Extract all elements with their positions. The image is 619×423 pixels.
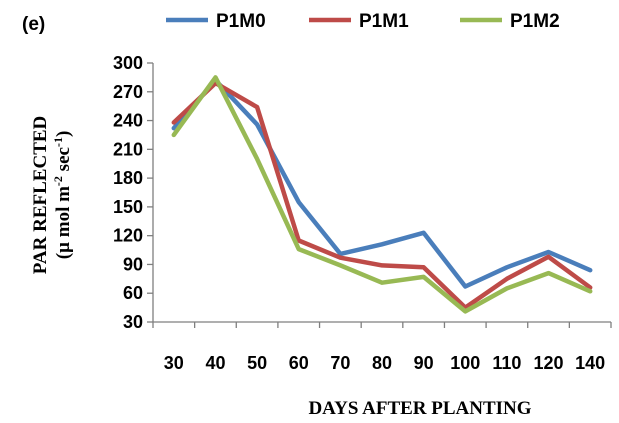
y-tick-label: 90 bbox=[123, 254, 143, 274]
series-line-p1m1 bbox=[171, 80, 593, 310]
panel-label: (e) bbox=[22, 14, 45, 35]
y-tick-label: 240 bbox=[113, 111, 143, 131]
x-axis-title: DAYS AFTER PLANTING bbox=[308, 398, 531, 419]
x-axis-ticks: 30 40 50 60 70 80 90 100 110 120 140 bbox=[152, 322, 612, 373]
x-tick-label: 70 bbox=[330, 353, 350, 373]
y-tick-label: 60 bbox=[123, 283, 143, 303]
x-tick-label: 40 bbox=[205, 353, 225, 373]
y-axis-title-part: (µ mol m bbox=[53, 186, 74, 259]
legend-label: P1M0 bbox=[216, 11, 266, 32]
y-axis-title-part: ) bbox=[53, 131, 74, 137]
x-tick-label: 120 bbox=[534, 353, 564, 373]
x-tick-label: 80 bbox=[372, 353, 392, 373]
y-tick-label: 300 bbox=[113, 53, 143, 73]
x-tick-label: 90 bbox=[414, 353, 434, 373]
legend-label: P1M1 bbox=[359, 11, 409, 32]
x-tick-label: 60 bbox=[289, 353, 309, 373]
y-tick-label: 210 bbox=[113, 139, 143, 159]
y-axis-title-superscript: -2 bbox=[51, 176, 65, 186]
y-axis-title-line2: (µ mol m-2 sec-1) bbox=[51, 131, 74, 260]
y-axis-title-part: sec bbox=[53, 147, 74, 176]
series-group bbox=[171, 75, 593, 314]
x-tick-label: 30 bbox=[164, 353, 184, 373]
y-tick-label: 120 bbox=[113, 226, 143, 246]
series-line-p1m0 bbox=[171, 78, 593, 289]
y-tick-label: 270 bbox=[113, 82, 143, 102]
x-tick-label: 100 bbox=[450, 353, 480, 373]
y-axis-title-superscript: -1 bbox=[51, 137, 65, 147]
y-tick-label: 150 bbox=[113, 197, 143, 217]
y-axis-title-line1: PAR REFLECTED bbox=[30, 116, 51, 275]
y-tick-label: 30 bbox=[123, 312, 143, 332]
x-tick-label: 110 bbox=[492, 353, 521, 373]
legend: P1M0 P1M1 P1M2 bbox=[166, 11, 560, 32]
y-axis-ticks: 30 60 90 120 150 180 210 240 270 300 bbox=[113, 53, 153, 332]
y-tick-label: 180 bbox=[113, 168, 143, 188]
x-tick-label: 50 bbox=[247, 353, 267, 373]
series-line-p1m2 bbox=[171, 75, 593, 314]
x-tick-label: 140 bbox=[575, 353, 605, 373]
legend-label: P1M2 bbox=[510, 11, 560, 32]
